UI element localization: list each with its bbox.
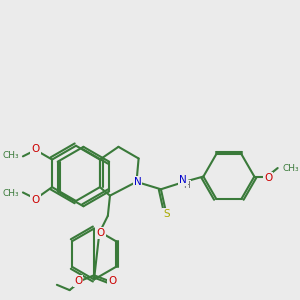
Text: CH₃: CH₃ [2,151,19,160]
Text: O: O [32,195,40,205]
Text: O: O [264,172,272,183]
Text: CH₃: CH₃ [2,189,19,198]
Text: H: H [183,181,190,190]
Text: N: N [134,177,141,187]
Text: CH₃: CH₃ [283,164,300,172]
Text: O: O [96,228,104,238]
Text: N: N [179,175,187,185]
Text: S: S [163,209,169,219]
Text: O: O [32,144,40,154]
Text: O: O [74,276,82,286]
Text: O: O [108,276,116,286]
